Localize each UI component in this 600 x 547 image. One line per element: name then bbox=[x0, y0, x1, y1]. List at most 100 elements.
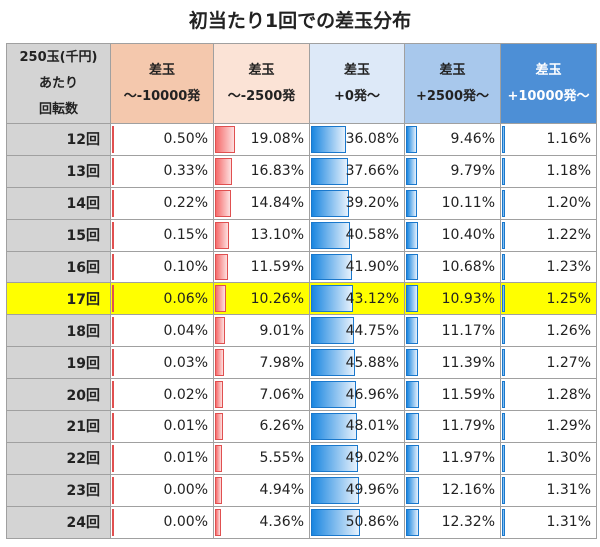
value-text: 7.98% bbox=[259, 354, 304, 371]
data-bar bbox=[112, 253, 115, 281]
value-cell: 11.39% bbox=[404, 346, 501, 380]
header-line: 差玉 bbox=[248, 62, 275, 78]
value-cell: 6.26% bbox=[213, 410, 310, 443]
value-text: 45.88% bbox=[345, 354, 399, 371]
data-bar bbox=[502, 157, 506, 185]
data-bar bbox=[311, 413, 358, 440]
value-cell: 0.33% bbox=[110, 154, 214, 188]
data-bar bbox=[406, 349, 419, 377]
data-bar bbox=[112, 381, 115, 409]
header-spins: 250玉(千円) あたり回転数 bbox=[6, 43, 111, 124]
value-cell: 0.01% bbox=[110, 441, 214, 475]
data-bar bbox=[406, 157, 417, 185]
data-bar bbox=[311, 508, 360, 536]
row-label: 17回 bbox=[6, 282, 111, 316]
value-text: 49.96% bbox=[345, 482, 399, 499]
data-bar bbox=[215, 476, 222, 504]
value-cell: 4.36% bbox=[213, 505, 310, 539]
data-bar bbox=[112, 476, 114, 504]
data-bar bbox=[112, 221, 115, 249]
value-cell: 0.00% bbox=[110, 505, 214, 539]
value-text: 0.04% bbox=[163, 322, 208, 339]
value-cell: 49.96% bbox=[309, 473, 405, 507]
value-cell: 1.22% bbox=[500, 218, 597, 252]
data-bar bbox=[112, 189, 115, 217]
row-label: 24回 bbox=[6, 505, 111, 539]
value-cell: 10.11% bbox=[404, 186, 501, 220]
data-bar bbox=[406, 317, 419, 345]
table-row: 19回 0.03% 7.98% 45.88% 11.39% 1.27% bbox=[6, 346, 597, 380]
value-cell: 12.32% bbox=[404, 505, 501, 539]
table-row: 14回 0.22% 14.84% 39.20% 10.11% 1.20% bbox=[6, 186, 597, 220]
value-text: 12.16% bbox=[441, 482, 495, 499]
row-label: 18回 bbox=[6, 314, 111, 348]
value-text: 12.32% bbox=[441, 514, 495, 531]
value-text: 43.12% bbox=[345, 290, 399, 307]
value-cell: 40.58% bbox=[309, 218, 405, 252]
value-text: 0.03% bbox=[163, 354, 208, 371]
value-cell: 1.26% bbox=[500, 314, 597, 348]
row-label: 22回 bbox=[6, 441, 111, 475]
value-text: 1.18% bbox=[546, 163, 591, 180]
data-bar bbox=[406, 253, 418, 281]
data-bar bbox=[406, 476, 420, 504]
table-row: 16回 0.10% 11.59% 41.90% 10.68% 1.23% bbox=[6, 250, 597, 284]
row-label: 23回 bbox=[6, 473, 111, 507]
data-bar bbox=[502, 317, 506, 345]
value-cell: 0.00% bbox=[110, 473, 214, 507]
data-bar bbox=[112, 444, 114, 472]
value-text: 1.20% bbox=[546, 195, 591, 212]
value-text: 6.26% bbox=[259, 418, 304, 435]
value-text: 1.22% bbox=[546, 227, 591, 244]
value-text: 13.10% bbox=[250, 227, 304, 244]
row-label: 12回 bbox=[6, 123, 111, 156]
header-minus-2500: 差玉 ～-2500発 bbox=[213, 43, 310, 124]
page-title: 初当たり1回での差玉分布 bbox=[188, 10, 412, 32]
value-text: 39.20% bbox=[345, 195, 399, 212]
value-text: 1.16% bbox=[546, 131, 591, 148]
header-line: 250玉(千円) bbox=[19, 49, 98, 65]
value-cell: 5.55% bbox=[213, 441, 310, 475]
value-text: 0.10% bbox=[163, 259, 208, 275]
row-label: 21回 bbox=[6, 410, 111, 443]
row-label: 15回 bbox=[6, 218, 111, 252]
value-text: 1.23% bbox=[546, 259, 591, 275]
header-line: 回転数 bbox=[38, 101, 78, 117]
header-line: あたり bbox=[38, 75, 78, 91]
data-bar bbox=[311, 221, 351, 249]
value-cell: 7.06% bbox=[213, 378, 310, 412]
table-row: 24回 0.00% 4.36% 50.86% 12.32% 1.31% bbox=[6, 505, 597, 539]
data-bar bbox=[311, 189, 350, 217]
value-text: 10.68% bbox=[441, 259, 495, 275]
value-cell: 46.96% bbox=[309, 378, 405, 412]
value-text: 46.96% bbox=[345, 386, 399, 403]
value-cell: 36.08% bbox=[309, 123, 405, 156]
value-text: 9.46% bbox=[450, 131, 495, 148]
table-row: 18回 0.04% 9.01% 44.75% 11.17% 1.26% bbox=[6, 314, 597, 348]
value-cell: 0.02% bbox=[110, 378, 214, 412]
value-text: 49.02% bbox=[345, 450, 399, 467]
value-cell: 4.94% bbox=[213, 473, 310, 507]
data-bar bbox=[215, 508, 221, 536]
value-text: 0.00% bbox=[163, 482, 208, 499]
data-bar bbox=[215, 317, 226, 345]
data-bar bbox=[311, 476, 359, 504]
value-text: 1.30% bbox=[546, 450, 591, 467]
value-text: 1.27% bbox=[546, 354, 591, 371]
value-text: 7.06% bbox=[259, 386, 304, 403]
data-bar bbox=[406, 285, 419, 313]
value-cell: 0.06% bbox=[110, 282, 214, 316]
data-bar bbox=[311, 157, 348, 185]
value-text: 11.97% bbox=[441, 450, 495, 467]
row-label: 14回 bbox=[6, 186, 111, 220]
value-text: 14.84% bbox=[250, 195, 304, 212]
header-line: ～-10000発 bbox=[123, 88, 201, 104]
value-text: 10.40% bbox=[441, 227, 495, 244]
data-bar bbox=[215, 253, 228, 281]
data-bar bbox=[112, 126, 115, 153]
data-bar bbox=[502, 476, 506, 504]
value-cell: 1.31% bbox=[500, 505, 597, 539]
data-bar bbox=[311, 317, 355, 345]
data-bar bbox=[502, 349, 506, 377]
value-text: 1.31% bbox=[546, 482, 591, 499]
